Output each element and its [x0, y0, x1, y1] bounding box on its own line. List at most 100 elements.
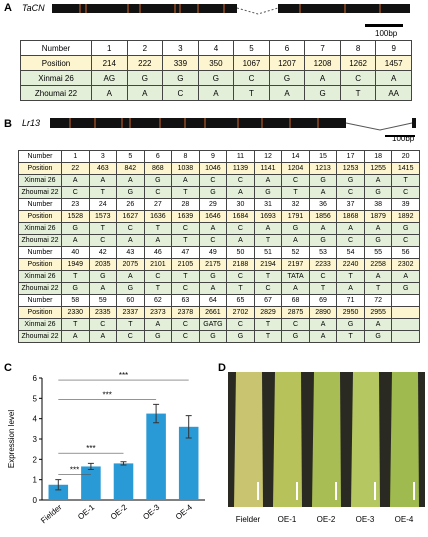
cell: 5	[233, 40, 270, 56]
cell: 1213	[308, 162, 338, 175]
cell: T	[391, 174, 420, 187]
cell: G	[336, 174, 365, 187]
y-axis-label: Expression level	[7, 410, 16, 468]
cell: C	[198, 174, 228, 187]
cell: C	[253, 282, 283, 295]
cell: G	[198, 186, 228, 199]
cell: A	[88, 330, 118, 343]
cell: 1	[61, 150, 90, 163]
cell: 2829	[253, 306, 283, 319]
cell: A	[226, 234, 255, 247]
significance-label: ***	[70, 466, 79, 475]
cell: T	[253, 318, 283, 331]
cell: A	[198, 282, 228, 295]
cell: 2302	[391, 258, 420, 271]
y-tick-label: 0	[33, 496, 38, 505]
cell: 1639	[171, 210, 200, 223]
cell: 2175	[198, 258, 228, 271]
cell: 30	[226, 198, 255, 211]
cell: 1684	[226, 210, 255, 223]
cell: AA	[375, 85, 412, 101]
cell: 26	[116, 198, 145, 211]
cell: 1046	[198, 162, 228, 175]
cell: G	[197, 70, 235, 86]
cell: 214	[91, 55, 128, 71]
cell: 2258	[363, 258, 393, 271]
cell: A	[126, 85, 164, 101]
row-header: Position	[18, 258, 62, 271]
cell: T	[336, 330, 365, 343]
error-bar	[120, 461, 127, 466]
cell: T	[233, 85, 270, 101]
row-header: Xinmai 26	[20, 70, 92, 86]
cell: 1255	[363, 162, 393, 175]
cell: 2337	[116, 306, 145, 319]
cell: C	[226, 318, 255, 331]
cell: 50	[226, 246, 255, 259]
error-bar	[153, 403, 160, 424]
bar	[48, 484, 69, 500]
bar	[113, 463, 134, 500]
cell: G	[363, 234, 393, 247]
cell: T	[61, 270, 90, 283]
cell: A	[308, 318, 338, 331]
leaf-photo: Fielder OE-1 OE-2 OE-3 OE-4	[228, 372, 425, 524]
cell: 1693	[253, 210, 283, 223]
scale-bar	[335, 482, 337, 500]
cell: 2335	[88, 306, 118, 319]
table-row: Number 1 3 5 6 8 9 11 12 14 15 17 18 20	[18, 150, 420, 163]
cell: G	[308, 234, 338, 247]
table-row: Zhoumai 22 C T G C T G A G T A C G C	[18, 186, 420, 199]
cell: 72	[363, 294, 393, 307]
cell: A	[88, 282, 118, 295]
cell: 463	[88, 162, 118, 175]
sample-label: OE-2	[317, 515, 336, 524]
row-header: Number	[18, 198, 62, 211]
row-header: Number	[18, 246, 62, 259]
cell: T	[339, 85, 377, 101]
x-tick-label: Fielder	[39, 502, 64, 525]
cell: G	[126, 70, 164, 86]
cell: 2194	[253, 258, 283, 271]
cell: A	[253, 174, 283, 187]
x-tick-label: OE-4	[174, 502, 195, 521]
cell: 53	[308, 246, 338, 259]
cell: G	[198, 270, 228, 283]
cell: 1457	[375, 55, 412, 71]
cell: 3	[88, 150, 118, 163]
table-row: Xinmai 26 A A A G A C C A C G G A T	[18, 174, 420, 187]
gene-name: Lr13	[22, 118, 41, 128]
cell: T	[88, 222, 118, 235]
row-header: Zhoumai 22	[18, 282, 62, 295]
cell: C	[391, 234, 420, 247]
cell: 1573	[88, 210, 118, 223]
cell: 22	[61, 162, 90, 175]
bar-chart: Expression level 0 1 2 3 4 5 6 Fielder OE-1 OE-2 OE…	[7, 371, 205, 525]
table-row: Zhoumai 22 A A C G C G G T G A T G	[18, 330, 420, 343]
cell: A	[308, 222, 338, 235]
y-tick-label: 2	[33, 455, 38, 464]
y-tick-label: 4	[33, 415, 38, 424]
cell: G	[281, 222, 310, 235]
table-row: Position 1949 2035 2075 2101 2105 2175 2188 2194…	[18, 258, 420, 271]
cell: 1038	[171, 162, 200, 175]
cell: T	[171, 234, 200, 247]
bar	[178, 426, 199, 500]
panel-label: C	[4, 362, 12, 374]
cell: G	[363, 186, 393, 199]
row-header: Xinmai 26	[18, 222, 62, 235]
cell: A	[116, 174, 145, 187]
cell: C	[308, 270, 338, 283]
error-bar	[185, 415, 192, 439]
cell: 1892	[391, 210, 420, 223]
cell: 38	[363, 198, 393, 211]
row-header: Zhoumai 22	[18, 234, 62, 247]
cell: 56	[391, 246, 420, 259]
cell: 60	[116, 294, 145, 307]
cell: 1207	[268, 55, 306, 71]
cell	[391, 318, 420, 331]
table-row: Number 40 42 43 46 47 49 50 51 52 53 54 55 56	[18, 246, 420, 259]
cell: 1204	[281, 162, 310, 175]
cell: C	[281, 174, 310, 187]
cell: G	[308, 174, 338, 187]
